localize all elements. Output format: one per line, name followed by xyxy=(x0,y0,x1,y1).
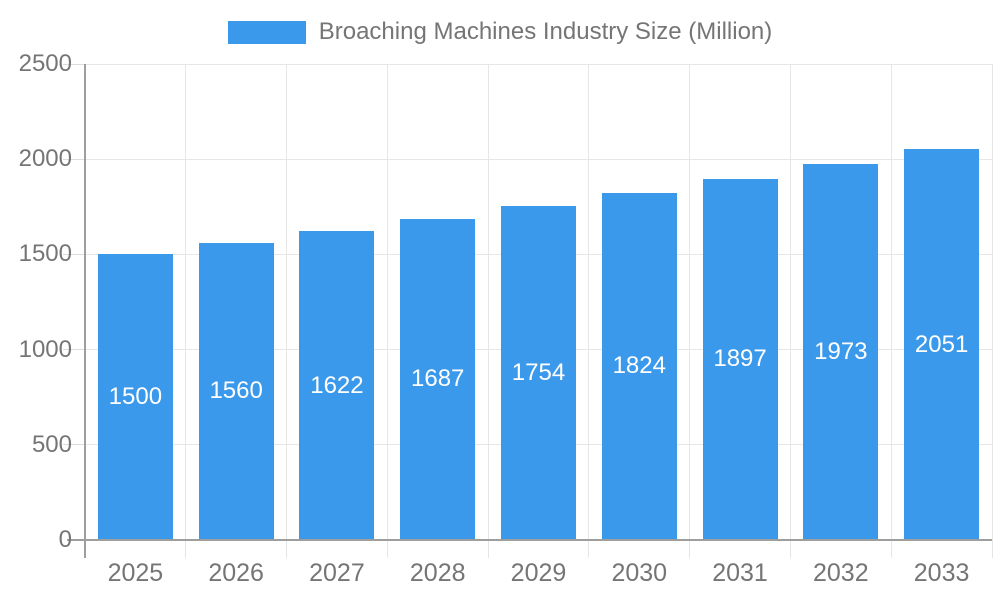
y-tick xyxy=(63,444,85,446)
bar-value-label-2029: 1754 xyxy=(511,359,566,387)
bar-2033 xyxy=(904,149,980,540)
bar-value-label-2025: 1500 xyxy=(108,383,163,411)
bar-2027 xyxy=(299,231,375,540)
y-tick-label-2000: 2000 xyxy=(18,145,72,173)
y-tick xyxy=(63,253,85,255)
y-tick-label-2500: 2500 xyxy=(18,50,72,77)
x-tick-label-2027: 2027 xyxy=(309,559,365,587)
bar-2030 xyxy=(601,192,677,540)
bar-2025 xyxy=(97,254,173,540)
y-tick xyxy=(63,63,85,65)
h-gridline xyxy=(85,158,992,160)
bar-2028 xyxy=(400,218,476,540)
y-tick xyxy=(63,158,85,160)
x-tick-label-2033: 2033 xyxy=(913,559,970,587)
v-gridline xyxy=(689,64,691,558)
v-gridline xyxy=(185,64,187,558)
y-tick-label-1500: 1500 xyxy=(18,240,72,268)
h-gridline xyxy=(85,63,992,65)
bar-value-label-2030: 1824 xyxy=(612,352,666,380)
bar-2026 xyxy=(198,242,274,540)
bar-value-label-2028: 1687 xyxy=(411,365,465,393)
y-axis-line xyxy=(84,64,86,558)
bar-2032 xyxy=(803,164,879,540)
x-tick-label-2026: 2026 xyxy=(208,559,264,587)
x-axis-line xyxy=(67,539,992,541)
x-tick-label-2029: 2029 xyxy=(510,559,567,587)
v-gridline xyxy=(588,64,590,558)
bar-value-label-2027: 1622 xyxy=(310,371,364,399)
bar-value-label-2026: 1560 xyxy=(209,377,263,405)
v-gridline xyxy=(286,64,288,558)
x-tick-label-2032: 2032 xyxy=(813,559,869,587)
y-tick-label-0: 0 xyxy=(58,526,72,553)
x-tick-label-2028: 2028 xyxy=(409,559,466,587)
y-tick-label-1000: 1000 xyxy=(18,335,72,363)
v-gridline xyxy=(991,64,993,558)
bar-2029 xyxy=(501,206,576,540)
y-tick xyxy=(63,349,85,351)
legend-label: Broaching Machines Industry Size (Millio… xyxy=(318,18,773,45)
bar-2031 xyxy=(702,178,778,540)
x-tick-label-2031: 2031 xyxy=(712,559,768,587)
bar-value-label-2032: 1973 xyxy=(814,338,868,366)
x-tick-label-2030: 2030 xyxy=(611,559,668,587)
bar-value-label-2031: 1897 xyxy=(713,345,767,373)
v-gridline xyxy=(890,64,892,558)
v-gridline xyxy=(386,64,388,558)
bar-value-label-2033: 2051 xyxy=(914,330,969,358)
legend[interactable]: Broaching Machines Industry Size (Millio… xyxy=(0,18,1000,45)
x-tick-label-2025: 2025 xyxy=(107,559,164,587)
v-gridline xyxy=(487,64,489,558)
v-gridline xyxy=(789,64,791,558)
y-tick-label-500: 500 xyxy=(31,430,72,458)
legend-swatch xyxy=(227,20,306,44)
